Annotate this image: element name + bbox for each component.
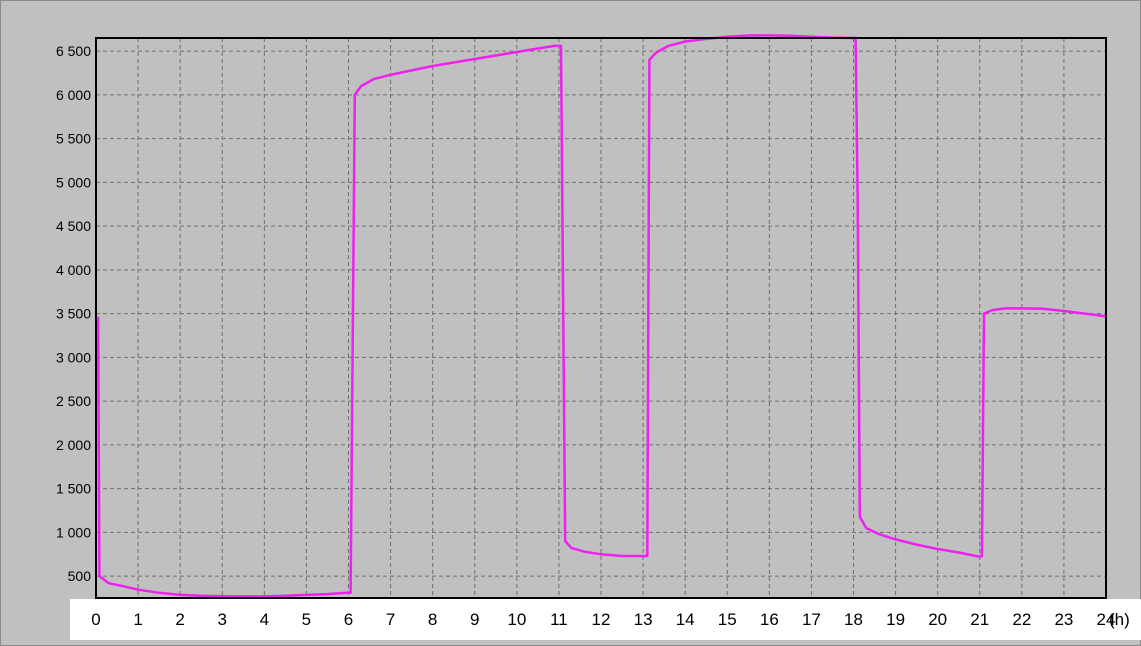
x-tick-label: 0 (91, 610, 100, 629)
x-axis-unit: (h) (1109, 610, 1130, 629)
y-tick-label: 4 500 (56, 218, 91, 234)
x-tick-label: 18 (844, 610, 863, 629)
y-tick-label: 500 (68, 568, 92, 584)
x-tick-label: 23 (1054, 610, 1073, 629)
y-tick-label: 2 500 (56, 393, 91, 409)
plot-border (95, 37, 1107, 599)
x-tick-label: 1 (133, 610, 142, 629)
x-tick-label: 19 (886, 610, 905, 629)
grid (96, 38, 1106, 598)
series-layer (96, 34, 1107, 598)
y-tick-label: 3 500 (56, 306, 91, 322)
y-tick-label: 6 500 (56, 43, 91, 59)
y-tick-label: 3 000 (56, 349, 91, 365)
x-tick-label: 2 (175, 610, 184, 629)
x-tick-label: 9 (470, 610, 479, 629)
x-tick-label: 22 (1012, 610, 1031, 629)
x-axis-band (70, 599, 1141, 640)
y-tick-label: 5 500 (56, 131, 91, 147)
x-tick-label: 8 (428, 610, 437, 629)
y-axis-ticks: 500 1 000 1 500 2 000 2 500 3 000 3 500 4 000 4 … (56, 43, 91, 584)
x-tick-label: 17 (802, 610, 821, 629)
y-tick-label: 6 000 (56, 87, 91, 103)
x-tick-label: 15 (718, 610, 737, 629)
x-tick-label: 3 (218, 610, 227, 629)
x-tick-label: 11 (550, 610, 568, 629)
x-tick-label: 16 (760, 610, 779, 629)
x-tick-label: 21 (970, 610, 989, 629)
x-tick-label: 5 (302, 610, 311, 629)
x-tick-label: 24 (1097, 610, 1116, 629)
x-tick-label: 4 (260, 610, 269, 629)
y-tick-label: 1 500 (56, 481, 91, 497)
x-tick-label: 6 (344, 610, 353, 629)
x-tick-label: 13 (634, 610, 653, 629)
x-tick-label: 7 (386, 610, 395, 629)
y-tick-label: 5 000 (56, 174, 91, 190)
x-tick-label: 14 (676, 610, 695, 629)
y-tick-label: 4 000 (56, 262, 91, 278)
y-tick-label: 1 000 (56, 524, 91, 540)
x-tick-label: 20 (928, 610, 947, 629)
series-line (96, 34, 1107, 598)
x-tick-label: 10 (507, 610, 526, 629)
x-tick-label: 12 (592, 610, 611, 629)
x-axis-ticks: 0 1 2 3 4 5 6 7 8 9 10 11 12 13 14 15 16 17 18 19 20 21 22 23 24 (91, 610, 1115, 629)
y-tick-label: 2 000 (56, 437, 91, 453)
